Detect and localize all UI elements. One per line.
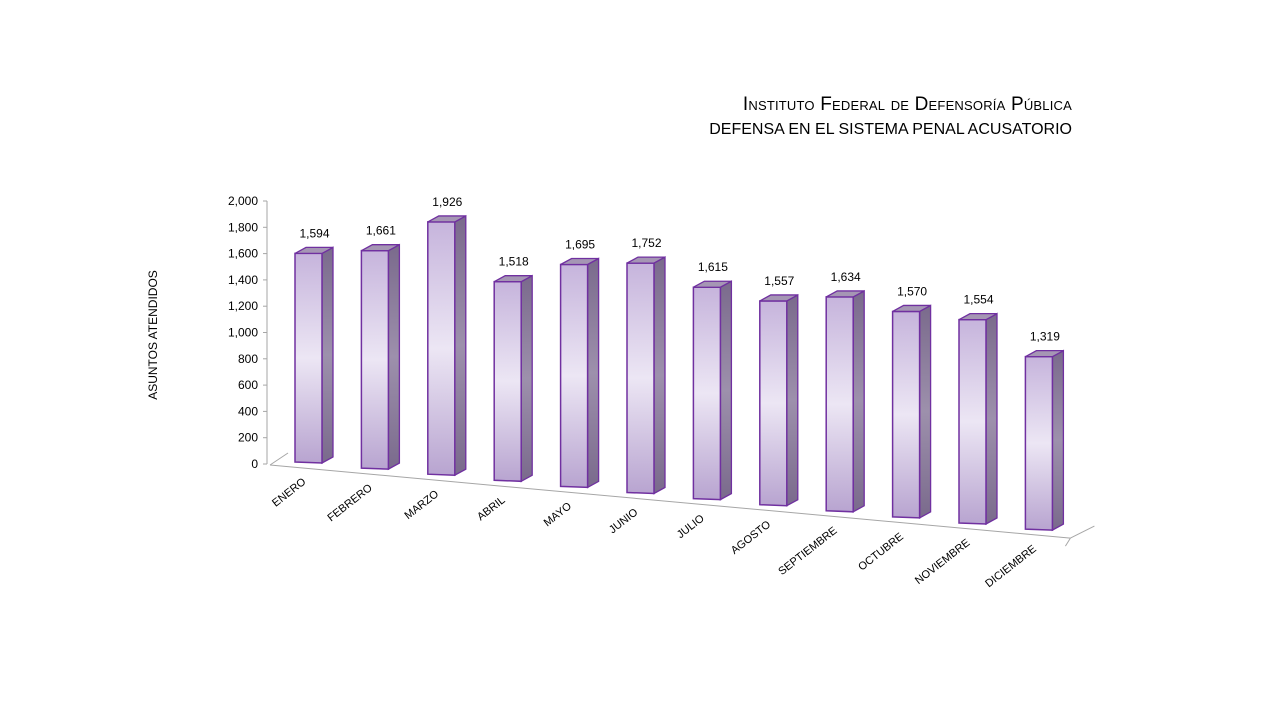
bar-agosto xyxy=(759,293,799,507)
y-tick-label: 800 xyxy=(238,352,258,366)
bar-front-face xyxy=(427,221,456,476)
bar-side-face xyxy=(852,289,865,513)
y-tick-label: 0 xyxy=(251,457,258,471)
bar-front-face xyxy=(559,263,589,489)
data-label: 1,695 xyxy=(565,238,595,252)
data-label: 1,661 xyxy=(366,224,396,238)
chart-subtitle: DEFENSA EN EL SISTEMA PENAL ACUSATORIO xyxy=(709,121,1072,138)
bar-front-face xyxy=(891,310,921,519)
y-axis: 0 200 400 600 800 1,000 1,200 1,400 1,600 1,800 2,… xyxy=(228,194,268,471)
y-axis-title: ASUNTOS ATENDIDOS xyxy=(146,270,160,400)
bar-top-face xyxy=(626,256,666,264)
x-axis-end-tick xyxy=(1064,537,1071,547)
bar-side-face xyxy=(918,304,932,519)
bar-top-face xyxy=(892,304,931,313)
x-tick-label: MAYO xyxy=(542,500,575,529)
data-label: 1,554 xyxy=(963,293,993,307)
bar-front-face xyxy=(692,286,722,501)
data-label: 1,570 xyxy=(897,284,927,298)
bar-side-face xyxy=(653,256,666,495)
x-tick-label: MARZO xyxy=(402,488,441,522)
x-tick-label: NOVIEMBRE xyxy=(913,537,972,587)
data-label: 1,518 xyxy=(499,255,529,269)
bar-top-face xyxy=(361,244,400,252)
bar-side-face xyxy=(786,293,799,507)
bar-side-face xyxy=(586,257,600,489)
data-label: 1,615 xyxy=(698,260,728,274)
data-label: 1,752 xyxy=(631,236,661,250)
bar-side-face xyxy=(520,274,533,483)
x-tick-label: FEBRERO xyxy=(325,482,375,524)
floor-right-edge xyxy=(1070,525,1095,539)
data-label: 1,594 xyxy=(299,226,329,240)
bar-septiembre xyxy=(825,289,865,513)
bar-side-face xyxy=(454,214,467,477)
y-tick-label: 1,000 xyxy=(228,326,258,340)
x-tick-label: ENERO xyxy=(270,476,309,510)
bar-diciembre xyxy=(1024,349,1065,532)
bar-mayo xyxy=(559,257,600,489)
x-tick-label: AGOSTO xyxy=(729,518,774,557)
bar-front-face xyxy=(493,280,522,483)
x-tick-label: DICIEMBRE xyxy=(983,543,1039,590)
bar-octubre xyxy=(891,304,932,519)
y-tick-label: 2,000 xyxy=(228,194,258,208)
bar-junio xyxy=(626,256,666,495)
chart-title: Instituto Federal de Defensoría Pública xyxy=(742,94,1072,115)
bar-front-face xyxy=(626,262,655,495)
x-tick-label: OCTUBRE xyxy=(856,531,906,574)
bar-top-face xyxy=(427,215,467,223)
floor-left-edge xyxy=(269,452,289,466)
chart-floor xyxy=(269,452,1095,547)
x-axis-front-edge xyxy=(269,464,1071,539)
bar-side-face xyxy=(1051,349,1065,532)
bars: 1,594 1,661 1,926 1,518 1,695 1,752 1,615 1,557… xyxy=(294,195,1065,532)
x-tick-label: ABRIL xyxy=(475,494,507,523)
bar-top-face xyxy=(294,246,334,255)
bar-front-face xyxy=(294,252,323,464)
y-tick-label: 1,600 xyxy=(228,247,258,261)
bar-top-face xyxy=(825,290,865,298)
bar-front-face xyxy=(759,300,788,507)
x-tick-label: JULIO xyxy=(675,512,707,541)
y-tick-label: 200 xyxy=(238,431,258,445)
bar-noviembre xyxy=(958,312,998,526)
bar-julio xyxy=(692,280,733,501)
y-tick-label: 1,800 xyxy=(228,220,258,234)
data-label: 1,319 xyxy=(1030,330,1060,344)
bar-front-face xyxy=(360,249,390,470)
bar-side-face xyxy=(985,312,998,526)
bar-side-face xyxy=(387,243,401,471)
bar-marzo xyxy=(427,214,467,477)
bar-top-face xyxy=(759,294,799,302)
bar-top-face xyxy=(560,257,599,266)
title-block: Instituto Federal de Defensoría Pública … xyxy=(709,92,1072,141)
data-label: 1,557 xyxy=(764,274,794,288)
bar-top-face xyxy=(958,312,998,321)
bar-top-face xyxy=(493,275,533,283)
bar-abril xyxy=(493,274,533,483)
bar-front-face xyxy=(958,318,987,525)
data-label: 1,634 xyxy=(831,270,861,284)
y-tick-label: 400 xyxy=(238,404,258,418)
bar-febrero xyxy=(360,243,401,471)
y-tick-label: 1,200 xyxy=(228,299,258,313)
bar-enero xyxy=(294,246,334,465)
bar-side-face xyxy=(719,280,733,501)
x-tick-label: JUNIO xyxy=(607,506,641,536)
y-tick-label: 1,400 xyxy=(228,273,258,287)
x-tick-label: SEPTIEMBRE xyxy=(776,525,839,578)
data-label: 1,926 xyxy=(432,195,462,209)
bar-side-face xyxy=(321,246,334,465)
bar-top-face xyxy=(1025,350,1064,358)
bar-top-face xyxy=(693,280,732,288)
bar-front-face xyxy=(825,296,854,513)
bar-front-face xyxy=(1024,355,1054,531)
y-tick-label: 600 xyxy=(238,378,258,392)
